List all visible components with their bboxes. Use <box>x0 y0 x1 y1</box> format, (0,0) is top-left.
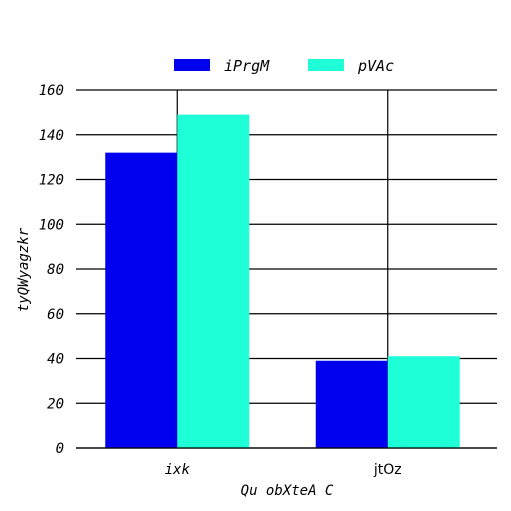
y-tick-label: 40 <box>47 352 64 368</box>
legend-label: pVAc <box>357 57 394 75</box>
bars-layer <box>105 114 460 449</box>
y-tick-label: 140 <box>39 128 64 144</box>
y-tick-label: 20 <box>47 396 64 412</box>
y-tick-label: 100 <box>39 217 64 233</box>
legend-swatch <box>308 59 344 71</box>
x-tick-label: ixk <box>165 462 191 478</box>
y-tick-label: 0 <box>56 441 64 457</box>
y-tick-label: 80 <box>47 262 64 278</box>
legend: iPrgM pVAc <box>174 57 394 75</box>
legend-label: iPrgM <box>224 57 270 75</box>
y-tick-label: 60 <box>47 307 64 323</box>
x-axis-label: Qu obXteA C <box>241 483 334 499</box>
bar-pVAc-ixk <box>177 114 250 449</box>
y-tick-label: 120 <box>39 173 64 189</box>
x-tick-label: jtOz <box>373 462 402 478</box>
axis-layer: 0 20 40 60 80 100 120 140 160 ixk jtOz <box>39 83 497 478</box>
bar-iPrgM-jtOz <box>315 360 388 448</box>
bar-iPrgM-ixk <box>105 152 178 448</box>
bar-pVAc-jtOz <box>387 356 460 448</box>
y-axis-label: tyQWyagzkr <box>16 227 32 312</box>
legend-swatch <box>174 59 210 71</box>
y-tick-label: 160 <box>39 83 64 99</box>
